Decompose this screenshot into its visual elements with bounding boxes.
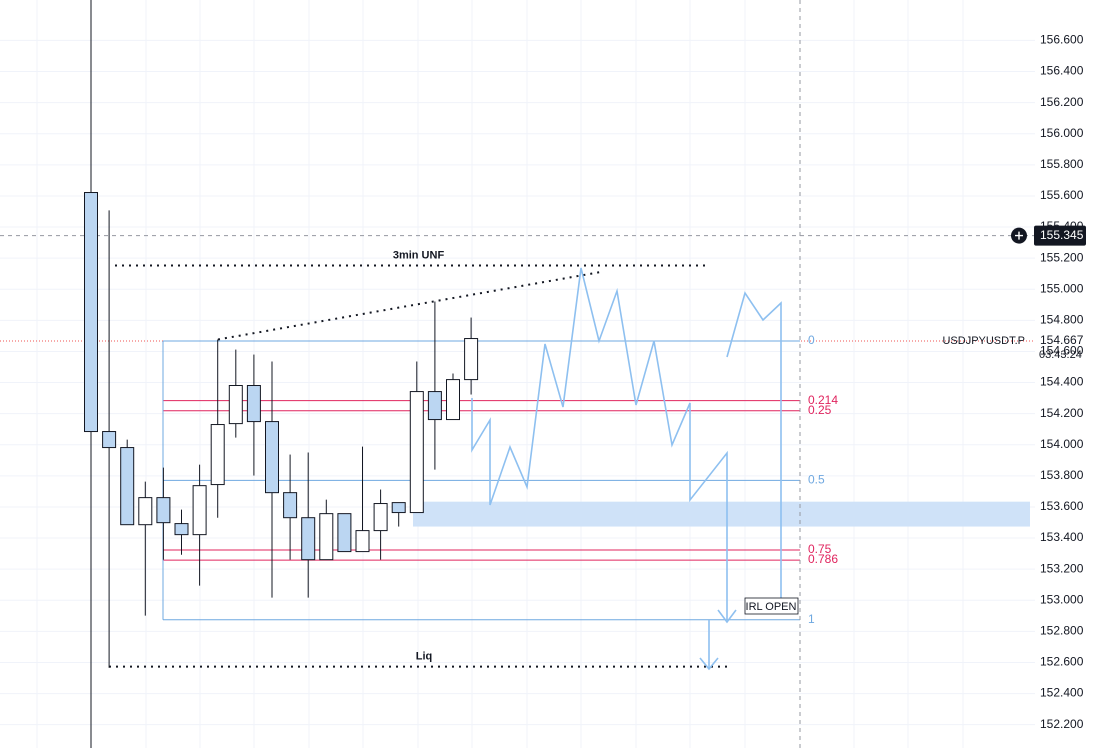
vertical-grid [36,0,964,748]
level-label: 3min UNF [393,249,445,261]
y-tick-label: 154.000 [1040,437,1084,451]
y-tick-label: 152.600 [1040,655,1084,669]
candle-body [355,530,370,553]
y-tick-label: 152.400 [1040,686,1084,700]
countdown: 03:43:24 [1039,349,1082,361]
last-price: 154.667 [1040,333,1084,347]
y-tick-label: 153.600 [1040,499,1084,513]
y-tick-label: 155.600 [1040,188,1084,202]
candle-body [84,192,98,433]
y-tick-label: 154.200 [1040,406,1084,420]
fib-label: 0.214 [808,393,838,407]
fib-label: 1 [808,612,815,626]
candle-body [265,421,279,494]
candle-body [138,497,153,526]
label-box [744,597,799,615]
y-tick-label: 155.800 [1040,157,1084,171]
y-tick-label: 154.600 [1040,344,1084,358]
fib-label: 0.75 [808,542,832,556]
candle-body [174,523,189,536]
y-tick-label: 153.400 [1040,530,1084,544]
candle-body [283,492,298,519]
candle-body [464,338,479,381]
candle-body [156,497,171,524]
candle-body [120,447,135,526]
y-tick-label: 153.000 [1040,592,1084,606]
candle-body [427,391,442,421]
y-tick-label: 156.200 [1040,95,1084,109]
marks [84,0,800,748]
grid [0,39,1035,726]
symbol-label: USDJPYUSDT.P [942,335,1025,347]
crosshair-plus-icon [1015,231,1023,240]
fib-label: 0.25 [808,403,832,417]
y-tick-label: 152.800 [1040,624,1084,638]
candle-body [391,502,406,514]
zone [413,501,1030,527]
y-tick-label: 156.000 [1040,126,1084,140]
candle-body [301,517,316,561]
crosshair-price-box [1034,225,1086,246]
y-tick-label: 155.000 [1040,281,1084,295]
candle-body [192,485,207,536]
y-tick-label: 156.400 [1040,64,1084,78]
y-tick-label: 153.800 [1040,468,1084,482]
level-label: Liq [416,651,433,663]
y-tick-label: 154.800 [1040,313,1084,327]
candle-body [228,385,243,425]
axis: 152.200 152.400 152.600 152.800 153.000 153.2… [1011,33,1086,731]
candle-body [319,513,334,561]
y-tick-label: 155.200 [1040,250,1084,264]
candle-body [102,431,117,449]
y-tick-label: 154.400 [1040,375,1084,389]
candle-body [337,513,352,553]
candle-body [210,424,225,486]
box-label: IRL OPEN [746,601,797,613]
y-tick-label: 153.200 [1040,561,1084,575]
candle-body [409,391,424,514]
candle-body [246,385,261,423]
projection-paths [471,267,782,671]
y-tick-label: 152.200 [1040,717,1084,731]
trend-line [217,271,601,341]
fib-label: 0.786 [808,552,838,566]
fib-label: 0.5 [808,473,825,487]
candle-body [373,503,388,532]
crosshair-price: 155.345 [1040,228,1084,242]
candle-body [446,379,460,421]
y-tick-label: 156.600 [1040,33,1084,47]
fib-label: 0 [808,333,815,347]
price-axis [1035,0,1095,748]
